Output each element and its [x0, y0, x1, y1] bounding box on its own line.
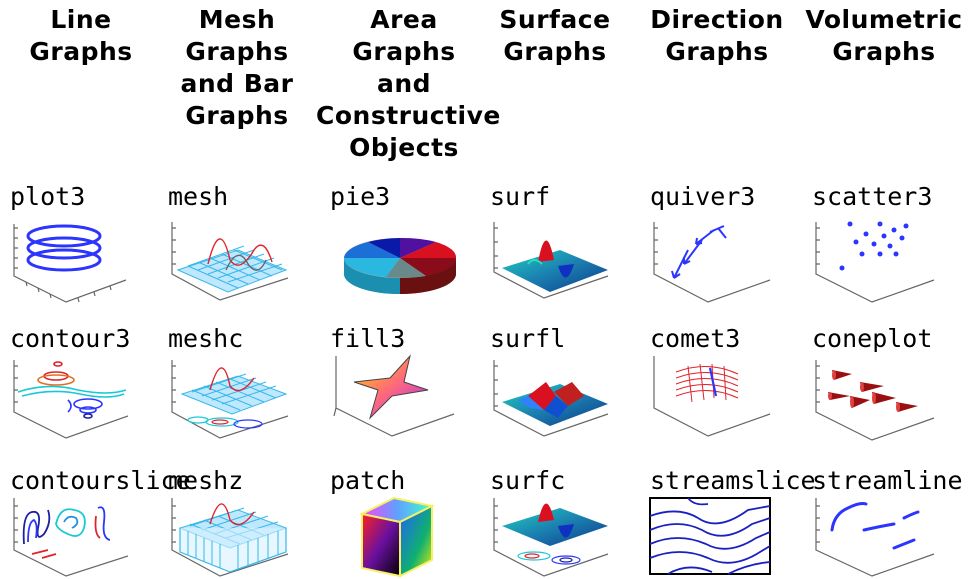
label-contourslice: contourslice: [10, 466, 191, 495]
surfc-thumbnail: [488, 494, 613, 579]
surf-thumbnail: [488, 214, 613, 324]
label-pie3: pie3: [330, 182, 391, 211]
label-meshc: meshc: [168, 324, 244, 353]
plot3-thumbnail: [8, 214, 133, 324]
column-header-mesh-bar-graphs: Mesh Graphs and Bar Graphs: [180, 5, 294, 130]
streamslice-thumbnail: [648, 496, 773, 579]
label-streamslice: streamslice: [650, 466, 816, 495]
column-header-line-graphs: Line Graphs: [29, 5, 133, 66]
streamline-thumbnail: [810, 494, 935, 579]
column-header-direction-graphs: Direction Graphs: [650, 5, 784, 66]
label-comet3: comet3: [650, 324, 741, 353]
comet3-thumbnail: [648, 352, 773, 462]
coneplot-thumbnail: [810, 352, 935, 462]
label-coneplot: coneplot: [812, 324, 933, 353]
label-streamline: streamline: [812, 466, 963, 495]
label-scatter3: scatter3: [812, 182, 933, 211]
column-header-volumetric-graphs: Volumetric Graphs: [805, 5, 963, 66]
scatter3-thumbnail: [810, 214, 935, 324]
patch-thumbnail: [348, 494, 473, 579]
meshc-thumbnail: [168, 352, 293, 462]
label-plot3: plot3: [10, 182, 86, 211]
label-surfc: surfc: [490, 466, 566, 495]
label-mesh: mesh: [168, 182, 229, 211]
contour3-thumbnail: [8, 352, 133, 462]
pie3-thumbnail: [338, 218, 463, 328]
label-quiver3: quiver3: [650, 182, 756, 211]
quiver3-thumbnail: [648, 214, 773, 324]
label-meshz: meshz: [168, 466, 244, 495]
label-surf: surf: [490, 182, 551, 211]
meshz-thumbnail: [168, 494, 293, 579]
label-fill3: fill3: [330, 324, 406, 353]
column-header-area-graphs: Area Graphs and Constructive Objects: [316, 5, 501, 162]
contourslice-thumbnail: [8, 494, 133, 579]
label-surfl: surfl: [490, 324, 566, 353]
surfl-thumbnail: [488, 352, 613, 462]
column-header-surface-graphs: Surface Graphs: [499, 5, 611, 66]
fill3-thumbnail: [330, 352, 455, 462]
label-patch: patch: [330, 466, 406, 495]
label-contour3: contour3: [10, 324, 131, 353]
mesh-thumbnail: [168, 214, 293, 324]
